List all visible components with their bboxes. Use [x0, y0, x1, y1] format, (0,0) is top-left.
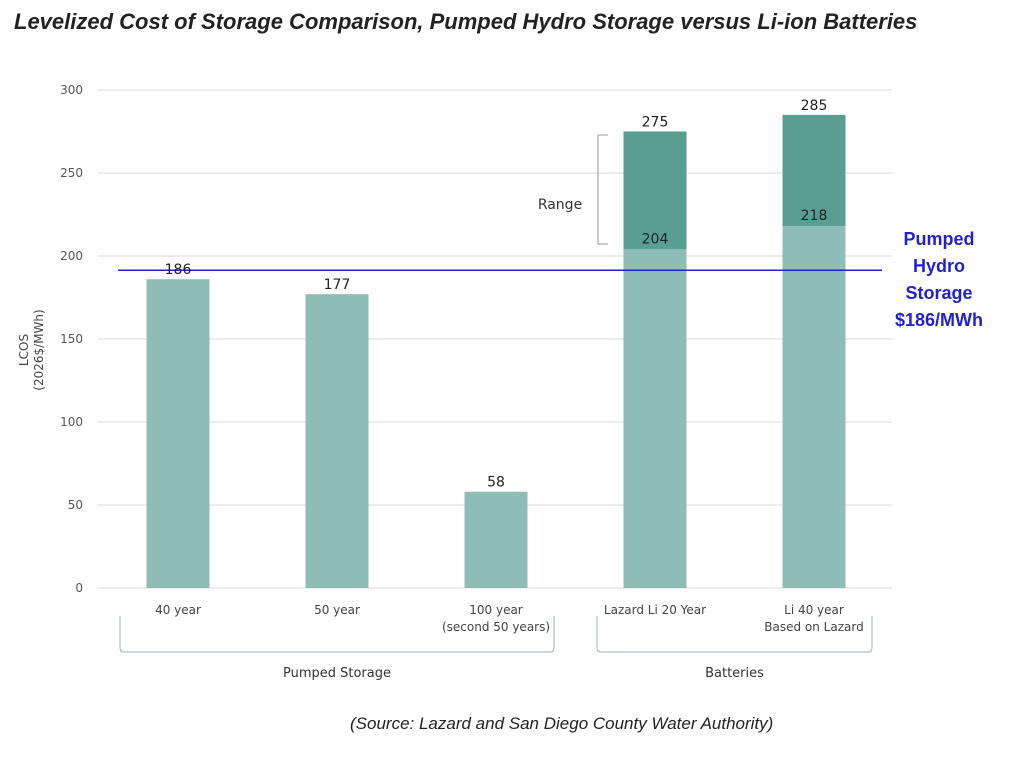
- group-bracket: [596, 616, 873, 653]
- range-bracket: [597, 134, 608, 245]
- y-axis-title-line: (2026$/MWh): [32, 309, 46, 390]
- y-tick-label: 0: [75, 581, 83, 595]
- bar-range-segment: [623, 131, 687, 250]
- x-tick-label: Based on Lazard: [764, 620, 863, 634]
- x-tick-label: 50 year: [314, 603, 360, 617]
- data-label: 58: [487, 475, 505, 491]
- group-bracket: [119, 616, 555, 653]
- group-label: Pumped Storage: [283, 666, 391, 681]
- group-label: Batteries: [705, 666, 764, 681]
- y-tick-label: 100: [60, 415, 83, 429]
- y-axis-title-line: LCOS: [17, 334, 31, 366]
- data-label: 186: [165, 262, 192, 278]
- bar: [464, 491, 528, 588]
- bar: [146, 279, 210, 588]
- y-tick-label: 150: [60, 332, 83, 346]
- reference-line-label: Storage: [905, 283, 972, 303]
- data-label-high: 285: [801, 98, 828, 114]
- lcos-bar-chart: 0 50 100 150 200 250 300 Pumped Hydro Storage $18…: [17, 83, 983, 681]
- x-tick-label: 40 year: [155, 603, 201, 617]
- data-labels: 186 177 58 275 204 285 218: [165, 98, 828, 491]
- bar-range-segment: [782, 114, 846, 227]
- x-tick-label: Li 40 year: [784, 603, 844, 617]
- data-label: 204: [642, 231, 669, 247]
- reference-line-label: $186/MWh: [895, 310, 983, 330]
- range-annotation: Range: [538, 134, 608, 245]
- y-axis-title-group: LCOS (2026$/MWh): [17, 309, 46, 390]
- y-axis-ticks: 0 50 100 150 200 250 300: [60, 83, 83, 595]
- data-label-high: 275: [642, 115, 669, 131]
- bars: [146, 114, 846, 589]
- data-label: 218: [801, 208, 828, 224]
- reference-line-label: Hydro: [913, 256, 965, 276]
- data-label: 177: [324, 277, 351, 293]
- y-axis-title: LCOS (2026$/MWh): [17, 309, 46, 390]
- y-tick-label: 250: [60, 166, 83, 180]
- y-tick-label: 300: [60, 83, 83, 97]
- x-tick-label: (second 50 years): [442, 620, 550, 634]
- reference-line-group: Pumped Hydro Storage $186/MWh: [118, 229, 983, 330]
- bar: [782, 226, 846, 588]
- x-tick-label: 100 year: [469, 603, 523, 617]
- source-note: (Source: Lazard and San Diego County Wat…: [350, 714, 774, 733]
- page-title: Levelized Cost of Storage Comparison, Pu…: [14, 9, 918, 34]
- y-tick-label: 50: [68, 498, 83, 512]
- x-tick-label: Lazard Li 20 Year: [604, 603, 706, 617]
- bar: [623, 249, 687, 589]
- range-label: Range: [538, 197, 582, 213]
- y-tick-label: 200: [60, 249, 83, 263]
- reference-line-label: Pumped: [903, 229, 974, 249]
- category-labels: 40 year 50 year 100 year (second 50 years) L…: [119, 603, 873, 681]
- bar: [305, 294, 369, 588]
